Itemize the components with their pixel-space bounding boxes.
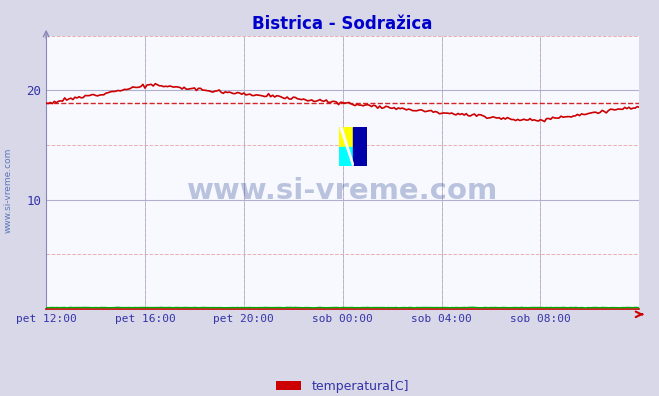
Polygon shape [340, 128, 353, 166]
Title: Bistrica - Sodražica: Bistrica - Sodražica [252, 15, 433, 33]
Text: www.si-vreme.com: www.si-vreme.com [3, 147, 13, 233]
Legend: temperatura[C], pretok[m3/s]: temperatura[C], pretok[m3/s] [272, 375, 414, 396]
Bar [353, 127, 367, 166]
Bar [339, 147, 353, 166]
Text: www.si-vreme.com: www.si-vreme.com [187, 177, 498, 206]
Bar [339, 127, 353, 147]
